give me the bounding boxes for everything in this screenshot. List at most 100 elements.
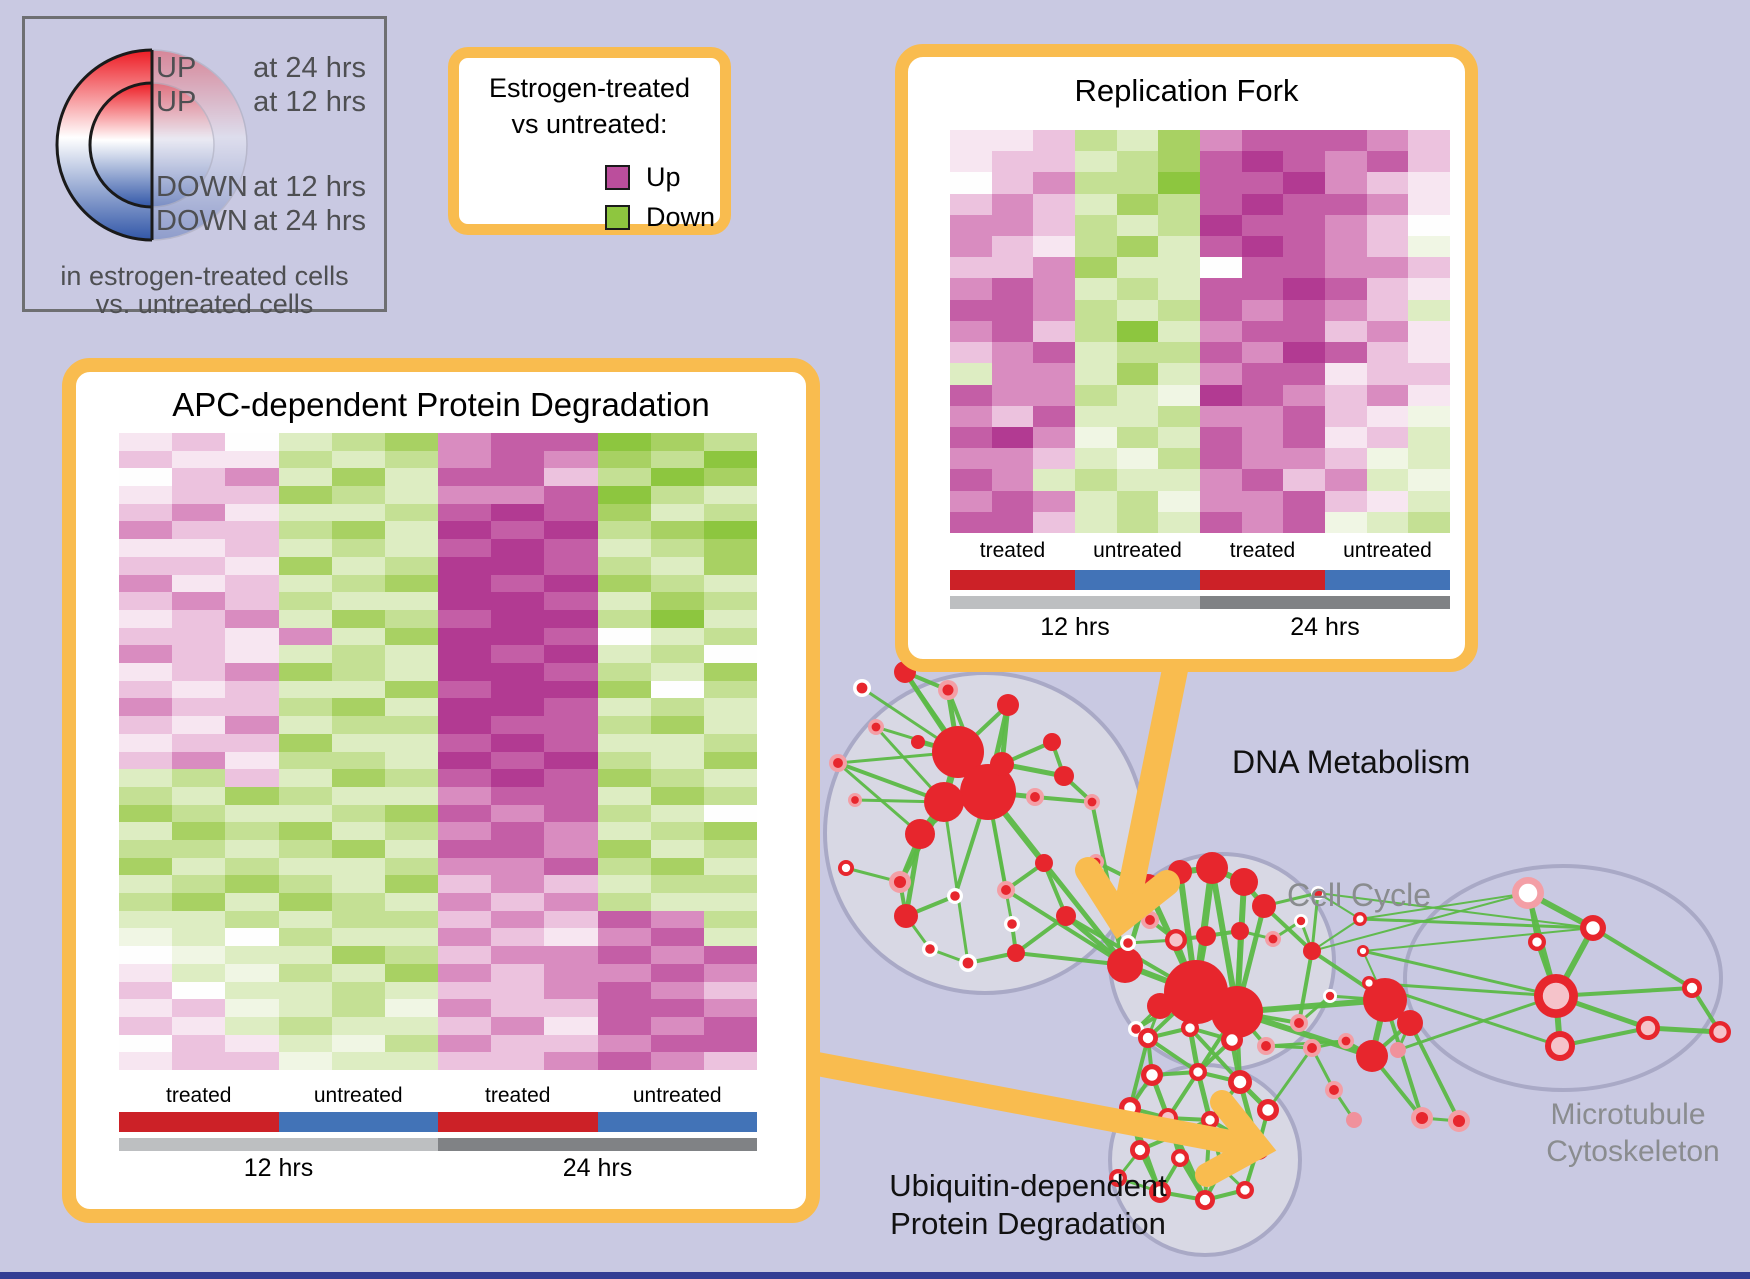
heatmap-cell bbox=[278, 468, 332, 487]
network-node bbox=[1240, 1185, 1250, 1195]
heatmap-cell bbox=[278, 751, 332, 770]
heatmap-cell bbox=[331, 751, 385, 770]
heatmap-cell bbox=[278, 839, 332, 858]
heatmap-cell bbox=[278, 627, 332, 646]
heatmap-cell bbox=[1366, 172, 1409, 194]
heatmap-cell bbox=[278, 822, 332, 840]
heatmap-cell bbox=[1116, 151, 1159, 173]
heatmap-cell bbox=[1241, 320, 1284, 343]
network-node bbox=[1001, 885, 1011, 895]
heatmap-cell bbox=[703, 627, 757, 646]
heatmap-cell bbox=[119, 822, 173, 840]
network-node bbox=[1307, 1043, 1317, 1053]
heatmap-cell bbox=[1075, 426, 1117, 449]
heatmap-cell bbox=[172, 556, 226, 575]
heatmap-cell bbox=[597, 556, 651, 575]
heatmap-cell bbox=[991, 299, 1034, 321]
heatmap-cell bbox=[1325, 299, 1367, 321]
heatmap-cell bbox=[331, 698, 385, 717]
heatmap-cell bbox=[384, 556, 438, 575]
heatmap-cell bbox=[1283, 469, 1325, 491]
heatmap-cell bbox=[991, 130, 1034, 152]
heatmap-cell bbox=[1241, 299, 1284, 321]
heatmap-cell bbox=[119, 645, 173, 664]
heatmap-cell bbox=[1158, 320, 1200, 343]
ubiquitin-label-line2: Protein Degradation bbox=[890, 1206, 1166, 1241]
heatmap-cell bbox=[1075, 193, 1117, 215]
heatmap-cell bbox=[1325, 320, 1367, 343]
heatmap-cell bbox=[703, 680, 757, 699]
heatmap-cell bbox=[650, 627, 704, 646]
network-node bbox=[1233, 1075, 1247, 1089]
heatmap-cell bbox=[225, 450, 279, 469]
heatmap-cell bbox=[1325, 511, 1367, 533]
heatmap-cell bbox=[119, 981, 173, 1000]
heatmap-cell bbox=[119, 839, 173, 858]
heatmap-cell bbox=[544, 769, 598, 787]
heatmap-cell bbox=[1408, 384, 1450, 406]
heatmap-cell bbox=[1366, 151, 1409, 173]
heatmap-cell bbox=[650, 839, 704, 858]
legend-footer-line1: in estrogen-treated cells bbox=[60, 261, 349, 291]
heatmap-cell bbox=[1366, 511, 1409, 533]
heatmap-cell bbox=[650, 680, 704, 699]
heatmap-cell bbox=[278, 698, 332, 717]
heatmap-cell bbox=[1033, 342, 1075, 364]
heatmap-cell bbox=[991, 236, 1034, 258]
heatmap-cell bbox=[438, 627, 492, 646]
network-node bbox=[1043, 733, 1061, 751]
heatmap-cell bbox=[278, 574, 332, 593]
heatmap-cell bbox=[703, 1052, 757, 1070]
heatmap-cell bbox=[438, 698, 492, 717]
heatmap-cell bbox=[597, 928, 651, 947]
heatmap-cell bbox=[278, 521, 332, 540]
heatmap-cell bbox=[950, 490, 992, 512]
heatmap-cell bbox=[384, 910, 438, 929]
heatmap-cell bbox=[950, 405, 992, 427]
heatmap-cell bbox=[544, 716, 598, 734]
heatmap-cell bbox=[491, 486, 545, 504]
heatmap-cell bbox=[438, 521, 492, 540]
heatmap-cell bbox=[1283, 405, 1325, 427]
network-node bbox=[1035, 854, 1053, 872]
heatmap-cell bbox=[119, 680, 173, 699]
heatmap-cell bbox=[1200, 236, 1242, 258]
heatmap-cell bbox=[438, 539, 492, 557]
heatmap-cell bbox=[331, 999, 385, 1017]
heatmap-cell bbox=[1075, 320, 1117, 343]
rf-label-12hrs: 12 hrs bbox=[1040, 613, 1110, 641]
callout-arrows bbox=[800, 632, 1277, 1187]
heatmap-cell bbox=[119, 468, 173, 487]
heatmap-cell bbox=[950, 511, 992, 533]
heatmap-cell bbox=[331, 645, 385, 664]
heatmap-cell bbox=[331, 1034, 385, 1053]
heatmap-cell bbox=[1158, 469, 1200, 491]
network-node bbox=[1231, 922, 1249, 940]
heatmap-cell bbox=[991, 426, 1034, 449]
heatmap-cell bbox=[1116, 426, 1159, 449]
heatmap-cell bbox=[1408, 257, 1450, 279]
heatmap-cell bbox=[1325, 405, 1367, 427]
heatmap-cell bbox=[650, 663, 704, 681]
heatmap-cell bbox=[1033, 426, 1075, 449]
heatmap-cell bbox=[597, 698, 651, 717]
heatmap-cell bbox=[225, 521, 279, 540]
heatmap-cell bbox=[119, 733, 173, 752]
arrow-segment bbox=[800, 1051, 1258, 1157]
heatmap-cell bbox=[438, 645, 492, 664]
heatmap-cell bbox=[225, 503, 279, 522]
heatmap-cell bbox=[991, 172, 1034, 194]
legend-item-down: Down bbox=[605, 202, 715, 233]
heatmap-cell bbox=[225, 875, 279, 894]
heatmap-cell bbox=[544, 574, 598, 593]
heatmap-cell bbox=[225, 769, 279, 787]
heatmap-cell bbox=[491, 645, 545, 664]
heatmap-cell bbox=[650, 928, 704, 947]
heatmap-cell bbox=[597, 609, 651, 628]
heatmap-cell bbox=[597, 857, 651, 876]
heatmap-cell bbox=[1075, 405, 1117, 427]
heatmap-cell bbox=[278, 539, 332, 557]
heatmap-cell bbox=[1241, 448, 1284, 470]
arrow-segment bbox=[1075, 857, 1180, 940]
